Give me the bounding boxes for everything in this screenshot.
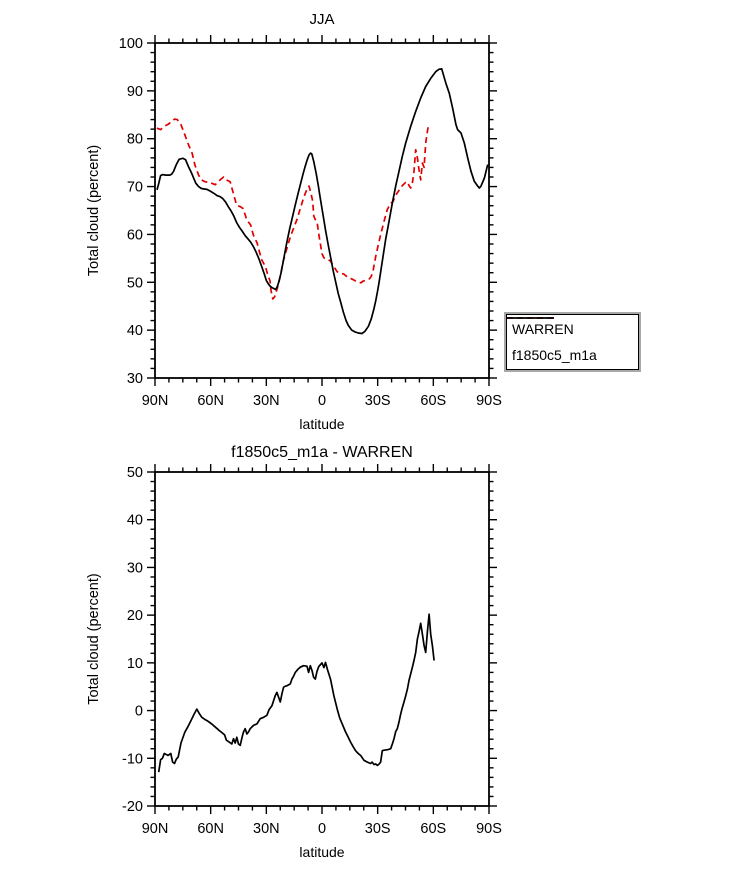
x-tick-label: 60S xyxy=(420,821,446,837)
y-tick-label: -10 xyxy=(122,751,143,767)
y-tick-label: 70 xyxy=(127,180,143,196)
y-tick-label: 50 xyxy=(127,465,143,481)
x-tick-label: 30S xyxy=(365,393,391,409)
legend-label-warren: WARREN xyxy=(512,321,574,337)
x-tick-label: 0 xyxy=(318,821,326,837)
chart-title: f1850c5_m1a - WARREN xyxy=(231,444,413,461)
x-tick-label: 60S xyxy=(420,393,446,409)
y-tick-label: 0 xyxy=(135,704,143,720)
legend: WARREN f1850c5_m1a xyxy=(504,312,641,372)
chart-title: JJA xyxy=(309,11,334,28)
legend-label-model: f1850c5_m1a xyxy=(512,347,597,363)
plot-frame xyxy=(154,471,490,807)
x-tick-label: 90S xyxy=(476,821,502,837)
y-tick-label: 100 xyxy=(119,36,143,52)
series-f1850c5-m1a xyxy=(156,67,489,335)
x-tick-label: 90S xyxy=(476,393,502,409)
y-tick-label: 30 xyxy=(127,560,143,576)
x-tick-label: 90N xyxy=(142,393,169,409)
x-tick-label: 90N xyxy=(142,821,169,837)
x-tick-label: 60N xyxy=(197,821,224,837)
series-f1850c5-m1a-warren xyxy=(157,613,435,773)
y-tick-label: 90 xyxy=(127,84,143,100)
x-tick-label: 30N xyxy=(253,393,280,409)
x-axis-label: latitude xyxy=(299,844,344,860)
x-tick-label: 60N xyxy=(197,393,224,409)
y-tick-label: 10 xyxy=(127,656,143,672)
x-tick-label: 30S xyxy=(365,821,391,837)
series-warren xyxy=(156,118,430,300)
y-tick-label: 40 xyxy=(127,513,143,529)
y-tick-label: 60 xyxy=(127,227,143,243)
x-axis-label: latitude xyxy=(299,416,344,432)
y-tick-label: 30 xyxy=(127,371,143,387)
y-tick-label: 50 xyxy=(127,275,143,291)
y-axis-label: Total cloud (percent) xyxy=(86,573,102,704)
y-tick-label: 80 xyxy=(127,132,143,148)
y-tick-label: 20 xyxy=(127,608,143,624)
model-solid-line-sample xyxy=(507,317,554,319)
x-tick-label: 0 xyxy=(318,393,326,409)
legend-item-f1850c5-m1a: f1850c5_m1a xyxy=(507,317,638,367)
y-tick-label: 40 xyxy=(127,323,143,339)
y-axis-label: Total cloud (percent) xyxy=(86,145,102,276)
y-tick-label: -20 xyxy=(122,799,143,815)
x-tick-label: 30N xyxy=(253,821,280,837)
